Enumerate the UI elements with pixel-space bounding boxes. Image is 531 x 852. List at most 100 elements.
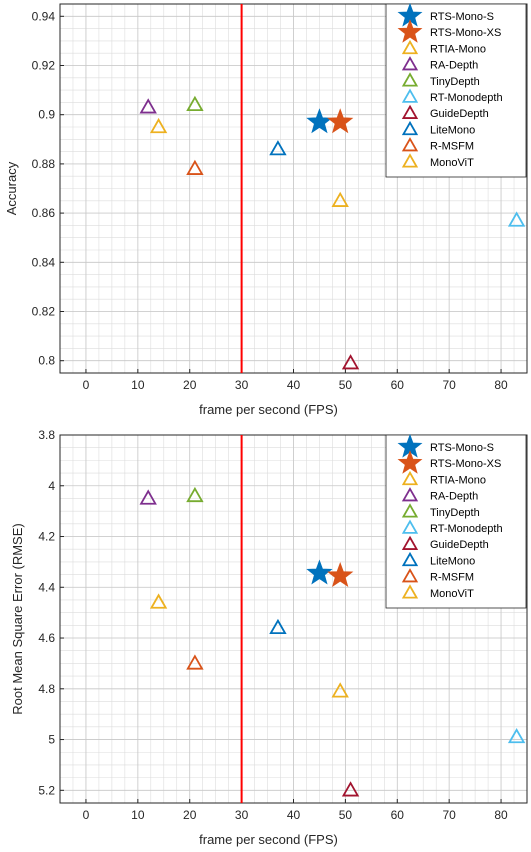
data-points bbox=[139, 95, 526, 370]
legend-marker bbox=[401, 503, 419, 518]
x-tick-label: 60 bbox=[391, 808, 405, 822]
x-tick-label: 10 bbox=[131, 808, 145, 822]
x-tick-label: 40 bbox=[287, 808, 301, 822]
y-tick-label: 0.92 bbox=[32, 59, 56, 73]
data-point bbox=[269, 618, 287, 635]
legend-label: GuideDepth bbox=[430, 539, 489, 551]
y-tick-label: 5 bbox=[48, 733, 55, 747]
legend-label: RTS-Mono-XS bbox=[430, 27, 501, 39]
data-point bbox=[331, 682, 349, 698]
legend-marker bbox=[401, 72, 419, 87]
legend-marker bbox=[401, 120, 419, 136]
legend-label: RT-Monodepth bbox=[430, 92, 503, 104]
legend-marker bbox=[401, 104, 419, 119]
y-tick-label: 0.94 bbox=[32, 9, 56, 23]
data-points bbox=[139, 486, 526, 797]
data-point bbox=[507, 727, 526, 744]
data-point bbox=[139, 489, 157, 505]
x-tick-label: 60 bbox=[391, 378, 405, 392]
data-point bbox=[186, 95, 204, 112]
legend-marker bbox=[397, 19, 423, 43]
legend-label: R-MSFM bbox=[430, 141, 474, 153]
y-tick-label: 0.84 bbox=[32, 255, 56, 269]
legend-label: MonoViT bbox=[430, 588, 474, 600]
legend-marker bbox=[401, 88, 419, 103]
data-point bbox=[341, 354, 360, 370]
legend-label: RTS-Mono-XS bbox=[430, 458, 501, 470]
legend-label: RA-Depth bbox=[430, 60, 478, 72]
data-point bbox=[186, 159, 204, 175]
legend: RTS-Mono-S RTS-Mono-XS RTIA-Mono RA-Depth Ti… bbox=[385, 433, 527, 609]
legend-label: MonoViT bbox=[430, 157, 474, 169]
x-tick-label: 30 bbox=[235, 808, 249, 822]
legend-marker bbox=[401, 39, 419, 55]
x-tick-label: 0 bbox=[83, 378, 90, 392]
x-axis-label: frame per second (FPS) bbox=[199, 402, 338, 417]
y-tick-label: 5.2 bbox=[38, 783, 55, 797]
data-point bbox=[331, 191, 349, 207]
x-tick-label: 80 bbox=[494, 378, 508, 392]
y-tick-label: 0.82 bbox=[32, 305, 56, 319]
x-tick-label: 40 bbox=[287, 378, 301, 392]
legend-label: GuideDepth bbox=[430, 108, 489, 120]
x-tick-label: 20 bbox=[183, 808, 197, 822]
x-tick-label: 20 bbox=[183, 378, 197, 392]
legend-label: LiteMono bbox=[430, 124, 475, 136]
legend-marker bbox=[401, 137, 419, 152]
rmse-vs-fps-chart: 0 10 20 30 40 50 60 70 80 3.8 4 4.2 4.4 4.6 4.8 5 5.2 fra… bbox=[10, 428, 528, 847]
x-tick-label: 80 bbox=[494, 808, 508, 822]
legend-label: TinyDepth bbox=[430, 507, 480, 519]
x-tick-label: 70 bbox=[442, 378, 456, 392]
legend-label: RTS-Mono-S bbox=[430, 11, 494, 23]
legend-label: RA-Depth bbox=[430, 491, 478, 503]
data-point bbox=[507, 211, 526, 227]
x-tick-label: 70 bbox=[442, 808, 456, 822]
y-tick-label: 0.9 bbox=[38, 108, 55, 122]
accuracy-vs-fps-chart: 0 10 20 30 40 50 60 70 80 0.8 0.82 0.84 0.86 0.88 0.9 0… bbox=[4, 2, 528, 417]
legend-marker bbox=[401, 56, 419, 71]
legend-marker bbox=[401, 535, 419, 550]
data-point bbox=[139, 98, 157, 114]
data-point bbox=[341, 781, 360, 797]
legend-marker bbox=[401, 470, 419, 486]
legend-label: RT-Monodepth bbox=[430, 523, 503, 535]
data-point bbox=[327, 562, 354, 588]
legend-label: RTIA-Mono bbox=[430, 474, 486, 486]
y-tick-label: 4.4 bbox=[38, 580, 55, 594]
legend-marker bbox=[397, 450, 423, 474]
y-tick-label: 0.86 bbox=[32, 206, 56, 220]
x-tick-label: 0 bbox=[83, 808, 90, 822]
legend-marker bbox=[401, 519, 419, 534]
y-tick-label: 3.8 bbox=[38, 428, 55, 442]
legend-marker bbox=[401, 568, 419, 583]
data-point bbox=[306, 559, 333, 585]
data-point bbox=[269, 140, 287, 156]
legend: RTS-Mono-S RTS-Mono-XS RTIA-Mono RA-Depth Ti… bbox=[385, 2, 527, 178]
x-tick-label: 50 bbox=[339, 808, 353, 822]
y-tick-label: 4.6 bbox=[38, 631, 55, 645]
legend-marker bbox=[401, 153, 419, 168]
x-axis-label: frame per second (FPS) bbox=[199, 832, 338, 847]
data-point bbox=[149, 593, 168, 609]
legend-marker bbox=[401, 487, 419, 502]
legend-label: R-MSFM bbox=[430, 572, 474, 584]
y-tick-label: 4.8 bbox=[38, 682, 55, 696]
data-point bbox=[186, 654, 204, 670]
y-tick-label: 0.88 bbox=[32, 157, 56, 171]
x-tick-label: 10 bbox=[131, 378, 145, 392]
x-tick-label: 50 bbox=[339, 378, 353, 392]
y-tick-label: 4.2 bbox=[38, 530, 55, 544]
legend-marker bbox=[401, 551, 419, 567]
data-point bbox=[186, 486, 204, 503]
y-axis-label: Accuracy bbox=[4, 161, 19, 215]
legend-label: TinyDepth bbox=[430, 76, 480, 88]
y-tick-label: 0.8 bbox=[38, 354, 55, 368]
data-point bbox=[327, 108, 354, 134]
legend-label: LiteMono bbox=[430, 555, 475, 567]
data-point bbox=[149, 117, 168, 134]
y-axis-label: Root Mean Square Error (RMSE) bbox=[10, 523, 25, 714]
legend-label: RTS-Mono-S bbox=[430, 442, 494, 454]
legend-label: RTIA-Mono bbox=[430, 43, 486, 55]
legend-marker bbox=[401, 584, 419, 599]
